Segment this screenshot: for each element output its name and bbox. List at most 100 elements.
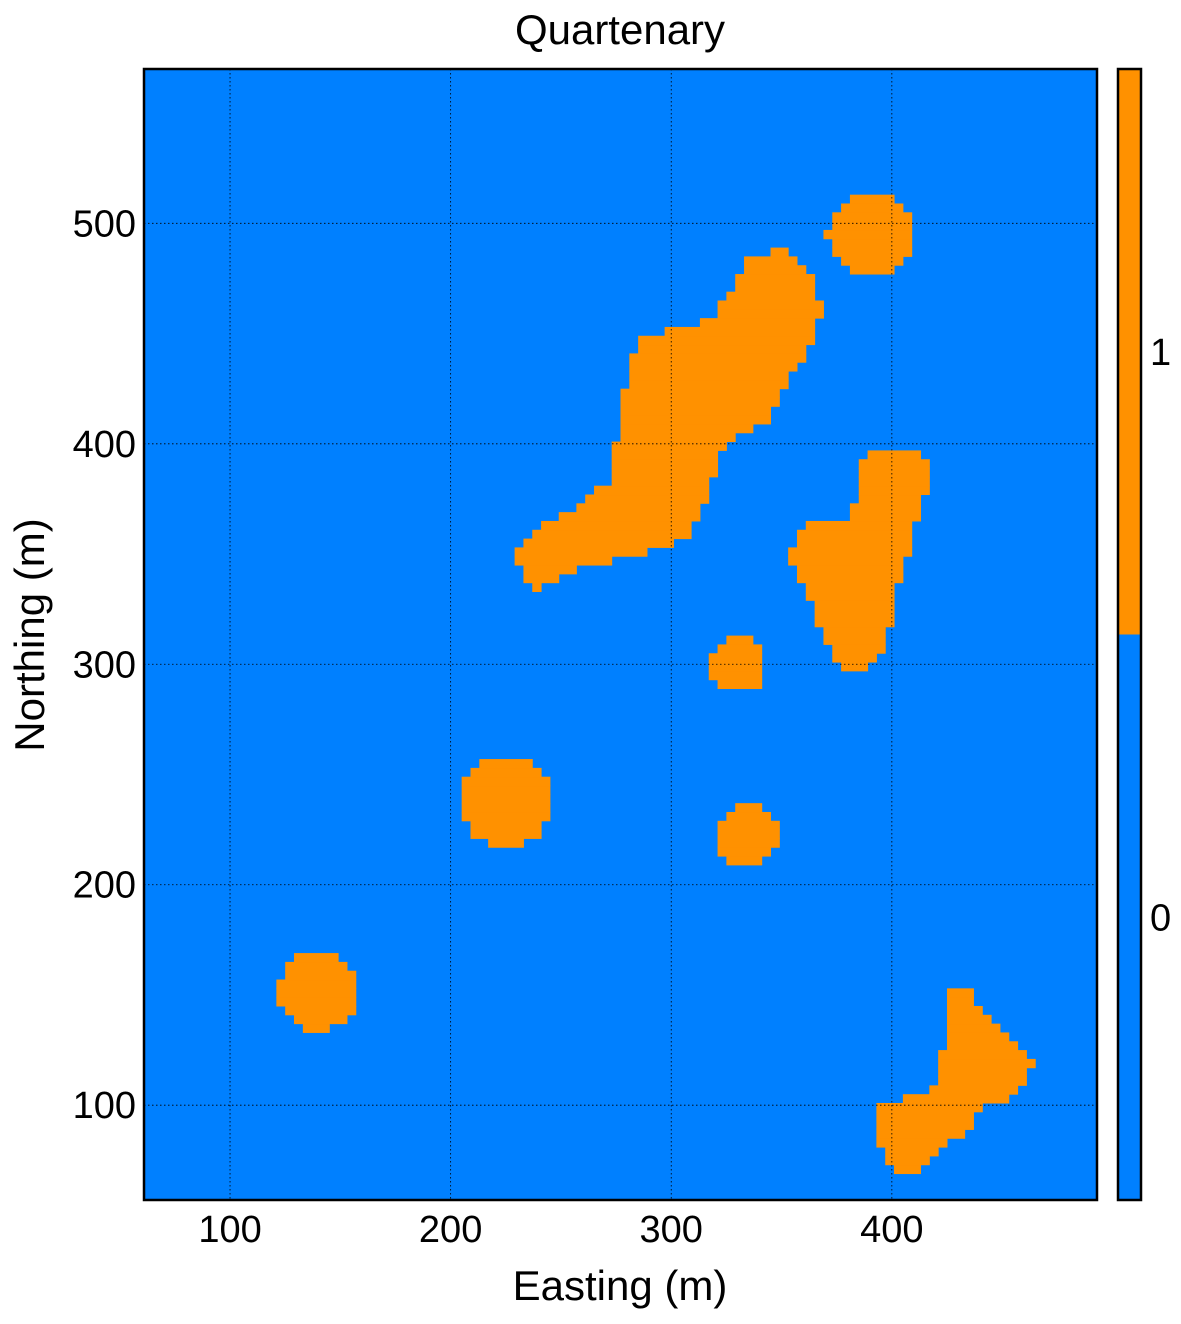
colorbar-frame	[1116, 67, 1143, 1202]
grid-lines	[144, 69, 1097, 1200]
heatmap-cell-run	[479, 759, 533, 769]
heatmap-cell-run	[744, 265, 807, 275]
heatmap-cell-run	[629, 362, 798, 372]
heatmap-cell-run	[285, 970, 357, 981]
heatmap-cell-run	[805, 591, 895, 601]
heatmap-cell-run	[470, 767, 542, 778]
heatmap-cell-run	[461, 803, 551, 813]
x-tick-label: 300	[640, 1209, 703, 1251]
heatmap-cell-run	[576, 503, 701, 513]
heatmap-cell-run	[726, 811, 772, 822]
y-tick-label: 100	[73, 1085, 136, 1127]
x-tick-label: 100	[198, 1209, 261, 1251]
heatmap-cell-run	[461, 794, 551, 804]
y-tick-label: 300	[73, 644, 136, 686]
colorbar-tick-label: 1	[1150, 332, 1171, 374]
heatmap-cell-run	[699, 318, 816, 328]
heatmap-cell-run	[849, 503, 922, 513]
heatmap-cell-run	[823, 229, 913, 240]
heatmap-cell-run	[832, 238, 913, 249]
heatmap-cell-run	[717, 300, 824, 310]
heatmap-cell-run	[867, 450, 922, 460]
heatmap-cell-run	[717, 847, 772, 857]
heatmap-cell-run	[726, 856, 763, 866]
heatmap-cell-run	[620, 397, 780, 407]
heatmap-cell-run	[885, 1155, 930, 1166]
heatmap-cell-run	[946, 1032, 1010, 1042]
heatmap-cell-run	[788, 547, 913, 557]
heatmap-cell-run	[285, 1005, 357, 1016]
heatmap-cell-run	[558, 512, 701, 522]
heatmap-cell-run	[294, 1014, 348, 1025]
heatmap-cell-run	[708, 653, 763, 663]
heatmap-cell-run	[629, 379, 789, 390]
heatmap-cell-run	[285, 961, 348, 972]
heatmap-cell-run	[946, 988, 974, 998]
y-axis-ticks: 100 200 300 400 500	[73, 203, 136, 1127]
heatmap-cell-run	[541, 520, 692, 531]
heatmap-cell-run	[814, 600, 895, 610]
heatmap-cell-run	[620, 388, 780, 398]
heatmap-cell-run	[876, 1102, 983, 1113]
heatmap-cell-run	[946, 1041, 1019, 1051]
heatmap-cell-run	[858, 476, 930, 487]
colorbar-tick-label: 0	[1150, 897, 1171, 939]
heatmap-cell-run	[620, 415, 772, 425]
colorbar-segment-0	[1118, 634, 1141, 1200]
heatmap-cell-run	[849, 265, 895, 275]
heatmap-cell-run	[858, 485, 930, 496]
heatmap-cell-run	[664, 326, 816, 337]
heatmap-cell-run	[823, 635, 886, 645]
heatmap-cell-run	[938, 1058, 1036, 1069]
heatmap-cell-run	[770, 247, 789, 257]
y-tick-label: 200	[73, 865, 136, 907]
heatmap-cell-run	[876, 1111, 974, 1122]
heatmap-cell-run	[823, 626, 886, 637]
heatmap-cell-run	[735, 803, 763, 813]
heatmap-cell-run	[946, 1005, 983, 1016]
heatmap-cell-run	[611, 459, 719, 469]
heatmap-cell-run	[532, 582, 542, 593]
heatmap-cell-run	[788, 556, 904, 566]
heatmap-cell-run	[858, 459, 930, 469]
heatmap-cell-run	[796, 565, 904, 575]
heatmap-cell-run	[594, 485, 710, 496]
heatmap-cell-run	[726, 635, 754, 645]
heatmap-cell-run	[938, 1050, 1027, 1060]
heatmap-cell-run	[523, 565, 577, 575]
heatmap-cell-run	[461, 811, 551, 822]
heatmap-cell-run	[876, 1120, 974, 1130]
heatmap-cell-run	[902, 1094, 1010, 1104]
x-axis-ticks: 100 200 300 400	[198, 1209, 923, 1251]
heatmap-cell-run	[849, 194, 895, 204]
heatmap-cell-run	[611, 450, 719, 460]
x-axis-label: Easting (m)	[513, 1262, 728, 1309]
x-tick-label: 200	[419, 1209, 482, 1251]
heatmap-cell-run	[461, 776, 551, 787]
y-axis-label: Northing (m)	[6, 518, 53, 751]
heatmap-cell-run	[717, 679, 763, 690]
heatmap-cell-run	[717, 829, 780, 839]
heatmap-cell-run	[585, 494, 710, 504]
heatmap-cell-run	[276, 979, 357, 989]
heatmap-cell-run	[726, 291, 816, 301]
heatmap-cell-run	[294, 953, 339, 963]
heatmap-cell-run	[717, 838, 780, 848]
heatmap-cell-run	[629, 371, 789, 381]
heatmap-cell-run	[876, 1138, 948, 1148]
heatmap-cell-run	[717, 309, 824, 319]
heatmap-cell-run	[796, 573, 904, 584]
heatmap-cell-run	[858, 494, 922, 504]
heatmap-cell-run	[894, 1164, 922, 1175]
heatmap-cell-run	[708, 662, 763, 672]
heatmap-cell-run	[805, 520, 913, 531]
heatmap-cell-run	[796, 538, 913, 548]
heatmap-cell-run	[638, 335, 816, 346]
heatmap-cell-run	[832, 247, 913, 257]
heatmap-cell-run	[858, 468, 930, 478]
heatmap-cell-run	[488, 838, 524, 848]
heatmap-cell-run	[620, 423, 754, 434]
y-tick-label: 400	[73, 424, 136, 466]
heatmap-cell-run	[276, 988, 357, 998]
